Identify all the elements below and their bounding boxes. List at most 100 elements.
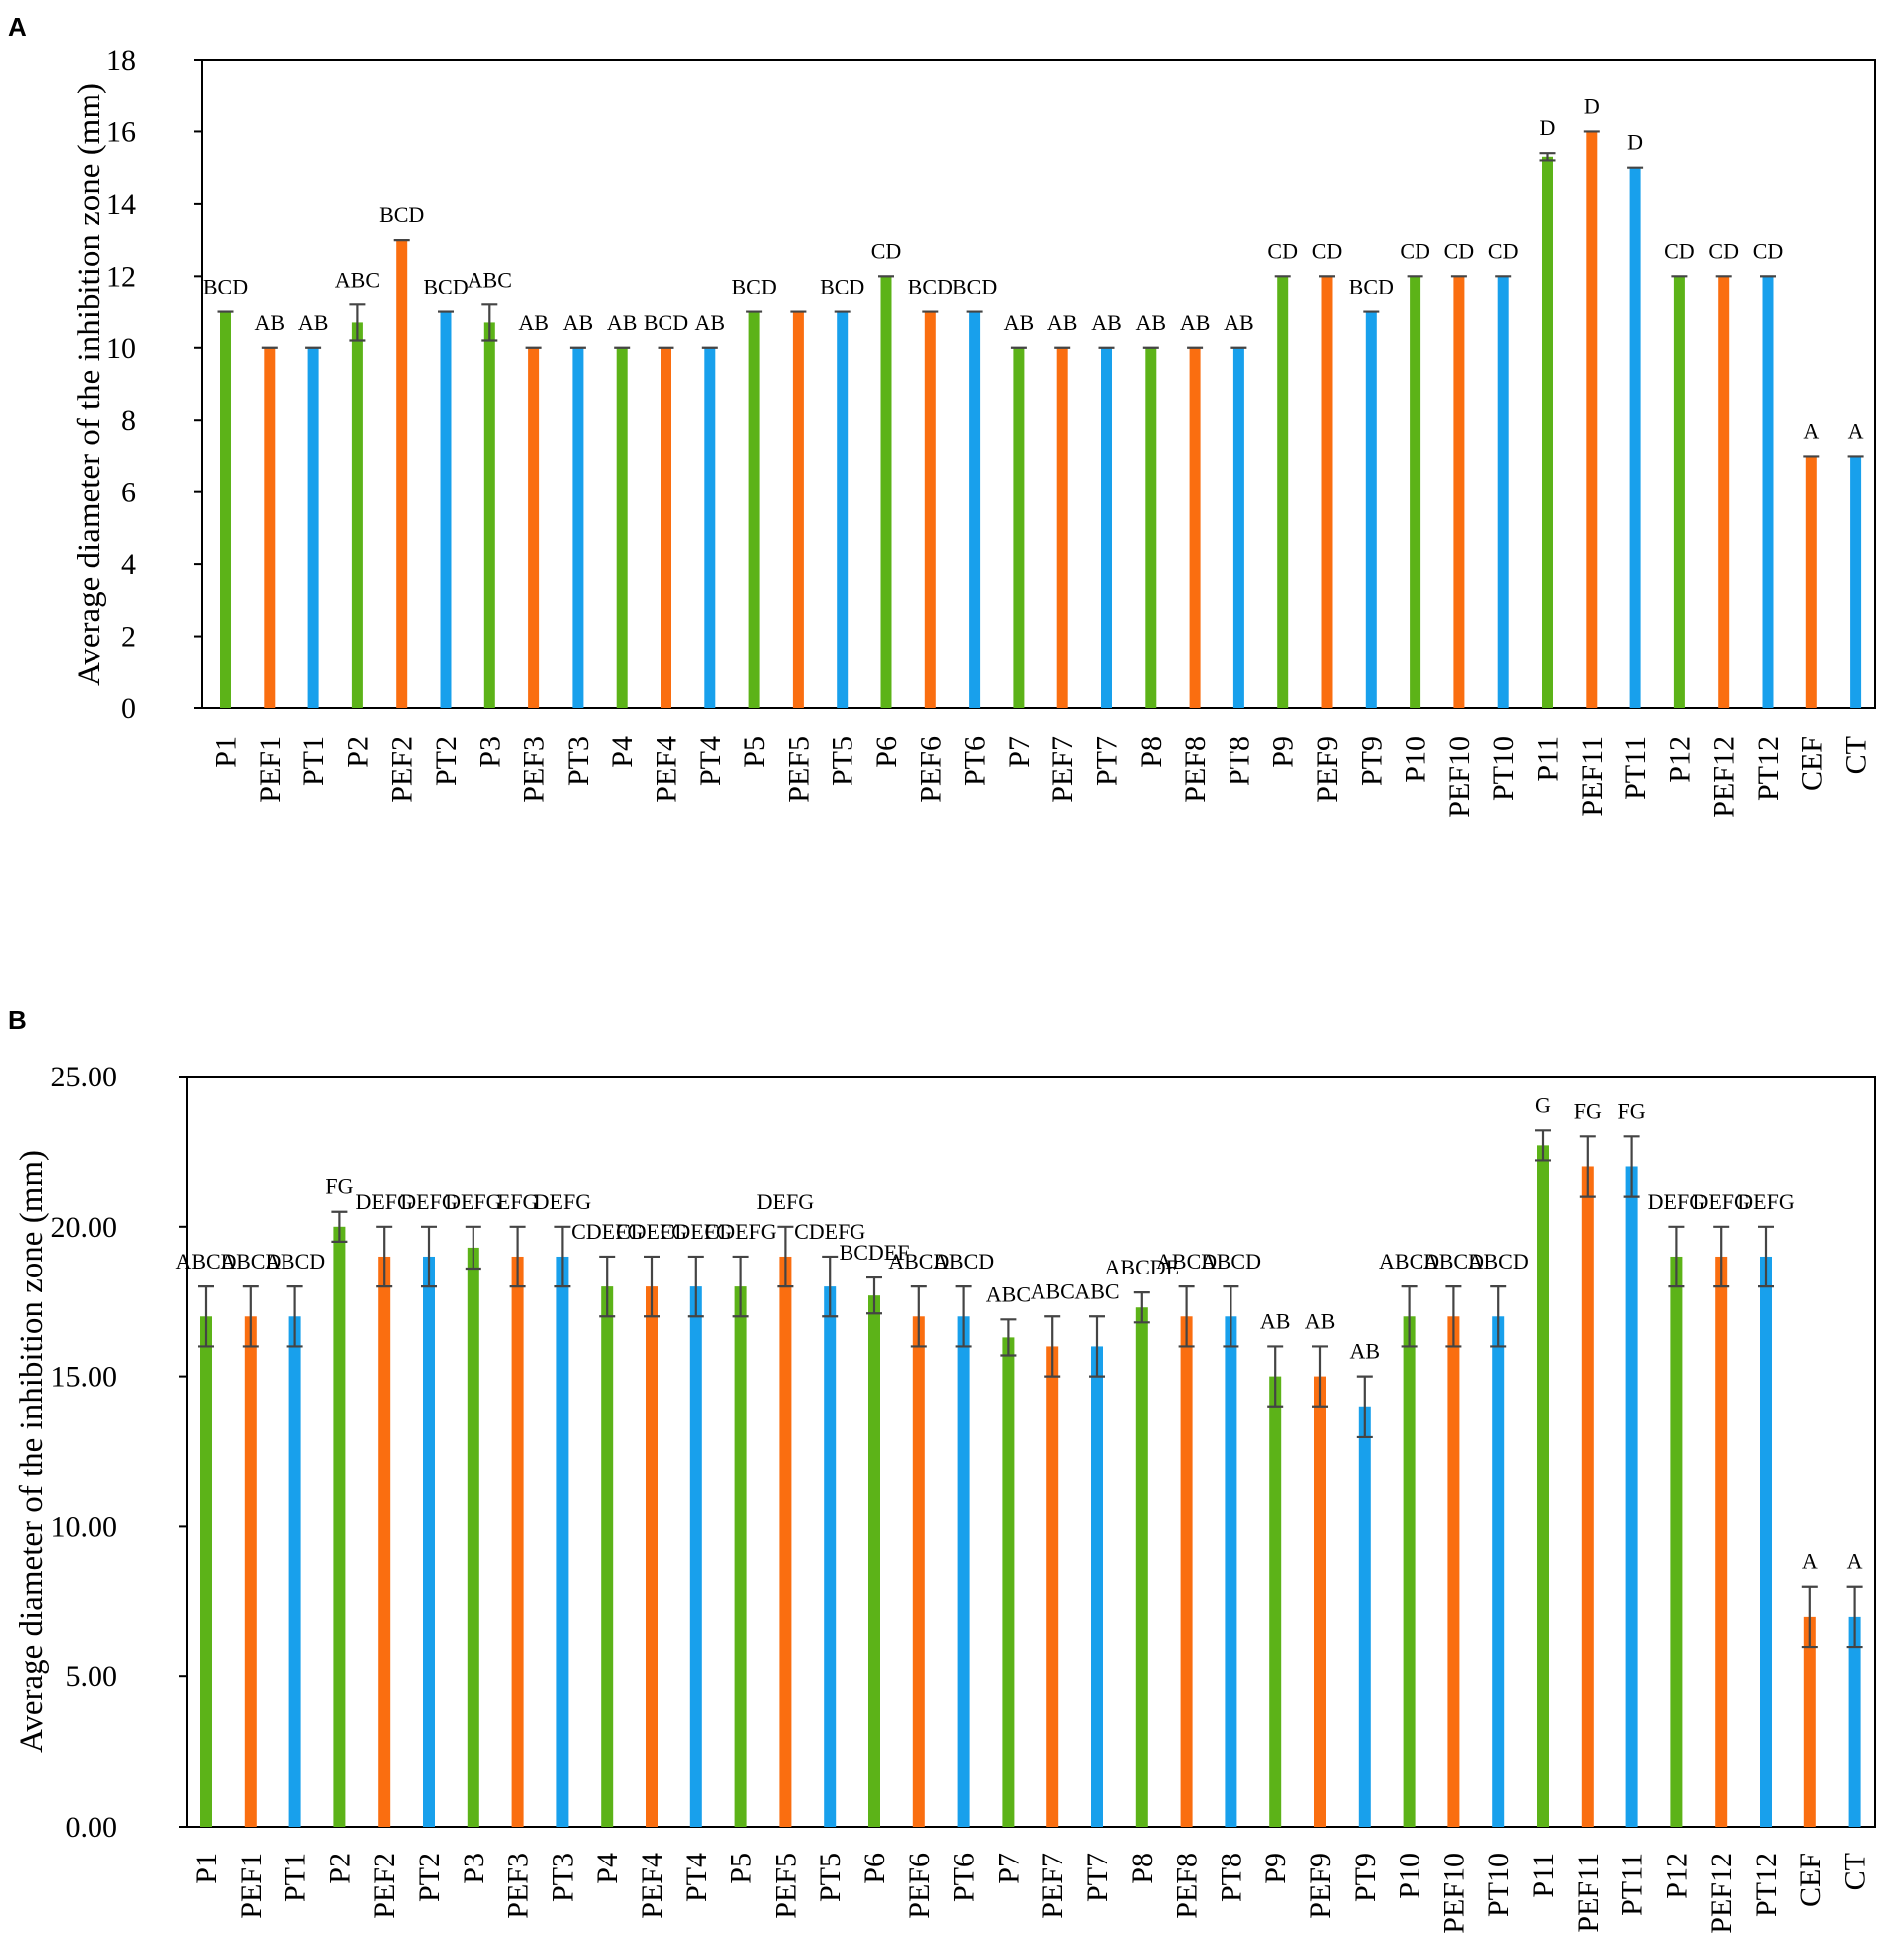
panel-a-category-label: PEF10 (1443, 736, 1476, 818)
panel-b-error-bar (777, 1225, 794, 1288)
panel-b-bar (779, 1256, 792, 1827)
panel-a-significance-label: AB (1224, 310, 1254, 335)
panel-b-bar (1403, 1316, 1416, 1827)
panel-b-bar (423, 1256, 435, 1827)
panel-b-error-bar (732, 1255, 749, 1318)
panel-a-bar (1145, 347, 1157, 708)
panel-a-significance-label: ABC (335, 267, 380, 292)
panel-a-category-label: PT8 (1223, 736, 1255, 786)
panel-b-bars (200, 1145, 1861, 1827)
panel-a-bar (1453, 276, 1465, 708)
panel-a-bars (220, 131, 1862, 709)
panel-a-bar (837, 311, 849, 708)
panel-b-error-bar (1668, 1225, 1685, 1288)
panel-b-category-label: P2 (323, 1853, 356, 1884)
panel-b-significance-label: ABC (1074, 1278, 1119, 1303)
panel-b-bar (1670, 1256, 1683, 1827)
panel-a-bar (440, 311, 452, 708)
panel-b-error-bar (331, 1210, 348, 1243)
panel-a-category-label: P9 (1267, 736, 1300, 768)
panel-b-significance-label: AB (1260, 1308, 1291, 1333)
panel-b-significance-labels: ABCDABCDABCDFGDEFGDEFGDEFGEFGDEFGCDEFGCD… (175, 1092, 1862, 1573)
panel-b-error-bar (509, 1225, 526, 1288)
panel-b-significance-label: G (1535, 1092, 1551, 1117)
panel-b-category-label: PEF12 (1705, 1853, 1738, 1934)
panel-a-category-label: PEF9 (1311, 736, 1344, 803)
panel-b-significance-label: CDEFG (794, 1219, 865, 1244)
panel-b-bar (601, 1286, 614, 1827)
panel-a-bar (483, 322, 495, 708)
panel-a-category-label: PT10 (1487, 736, 1520, 801)
panel-b-y-tick-label: 0.00 (66, 1811, 118, 1844)
panel-a-significance-label: BCD (1349, 275, 1394, 299)
panel-a-error-bars (217, 130, 1864, 458)
panel-b-error-bar (1490, 1285, 1507, 1348)
panel-a-category-label: PT9 (1355, 736, 1388, 786)
panel-a-category-label: PT5 (827, 736, 859, 786)
panel-b-category-label: P3 (458, 1853, 490, 1884)
panel-a-bar (1805, 456, 1817, 708)
panel-a-y-tick-label: 8 (121, 404, 136, 437)
panel-a-y-tick-label: 12 (106, 260, 136, 293)
panel-b-error-bar (1000, 1318, 1017, 1357)
panel-a-bar (661, 347, 671, 708)
panel-b-error-bar (1713, 1225, 1730, 1288)
panel-b-category-label: P8 (1126, 1853, 1159, 1884)
panel-a-bar (1673, 276, 1685, 708)
panel-b-category-label: P5 (725, 1853, 758, 1884)
panel-a-category-label: PEF2 (386, 736, 419, 803)
panel-a-category-label: P1 (210, 736, 243, 768)
panel-b-significance-label: ABCD (175, 1249, 236, 1274)
panel-b-category-label: P6 (858, 1853, 891, 1884)
panel-a-error-bar (349, 303, 366, 342)
panel-b-y-tick-label: 10.00 (51, 1510, 118, 1543)
panel-b-bar (1091, 1346, 1103, 1827)
panel-b-bar (1803, 1616, 1816, 1827)
panel-b-significance-label: ABCD (1156, 1249, 1217, 1274)
panel-a-bar (1586, 131, 1598, 708)
panel-a-significance-label: AB (695, 310, 726, 335)
panel-b-significance-label: ABC (1031, 1278, 1075, 1303)
panel-b-bar (244, 1316, 257, 1827)
panel-a-bar (1101, 347, 1112, 708)
panel-a-bar (1277, 276, 1289, 708)
panel-a-category-label: PEF1 (254, 736, 286, 803)
panel-b-category-label: PEF6 (903, 1853, 936, 1919)
panel-a-bar (1718, 276, 1730, 708)
panel-b-significance-label: ABCDE (1105, 1255, 1180, 1279)
panel-b-category-label: PT5 (814, 1853, 847, 1902)
panel-b-y-tick-label: 25.00 (51, 1061, 118, 1093)
panel-b-error-bar (955, 1285, 972, 1348)
panel-b-bar (1358, 1406, 1371, 1827)
panel-b-error-bar (599, 1255, 616, 1318)
panel-a-significance-label: CD (1488, 238, 1519, 263)
panel-b-significance-label: ABCD (1423, 1249, 1484, 1274)
panel-b-category-label: PT7 (1081, 1853, 1114, 1902)
panel-b-error-bar (465, 1225, 481, 1271)
panel-b-y-tick-label: 15.00 (51, 1361, 118, 1394)
panel-b-significance-label: CDEFG (661, 1219, 732, 1244)
panel-a-significance-label: AB (1091, 310, 1122, 335)
panel-b-significance-label: ABCD (888, 1249, 949, 1274)
panel-b-error-bar (1356, 1375, 1373, 1439)
panel-a-y-tick-label: 0 (121, 692, 136, 725)
panel-b-bar (1625, 1166, 1638, 1827)
panel-b-bar (467, 1247, 479, 1827)
panel-b-error-bars (198, 1129, 1863, 1649)
panel-a-x-axis: P1 PEF1 PT1 P2 PEF2 PT2 P3 PEF3 PT3 P4 PEF4 PT4 P5 PE… (210, 736, 1873, 818)
panel-b-error-bar (286, 1285, 303, 1348)
panel-a-significance-label: AB (255, 310, 285, 335)
panel-b-bar (646, 1286, 658, 1827)
panel-a-significance-label: BCD (820, 275, 864, 299)
panel-b-bar (1760, 1256, 1772, 1827)
panel-a-y-tick-label: 14 (106, 188, 136, 221)
panel-b-significance-label: FG (325, 1174, 353, 1199)
panel-b-y-axis-title: Average diameter of the inhibition zone … (14, 1150, 50, 1753)
panel-b-error-bar (1401, 1285, 1418, 1348)
panel-a-error-bar (1539, 152, 1556, 162)
panel-a-y-tick-label: 16 (106, 115, 136, 148)
panel-b-category-label: PEF11 (1572, 1853, 1605, 1933)
panel-a-bar (1762, 276, 1774, 708)
panel-a-category-label: P6 (870, 736, 903, 768)
panel-b-bar (957, 1316, 970, 1827)
